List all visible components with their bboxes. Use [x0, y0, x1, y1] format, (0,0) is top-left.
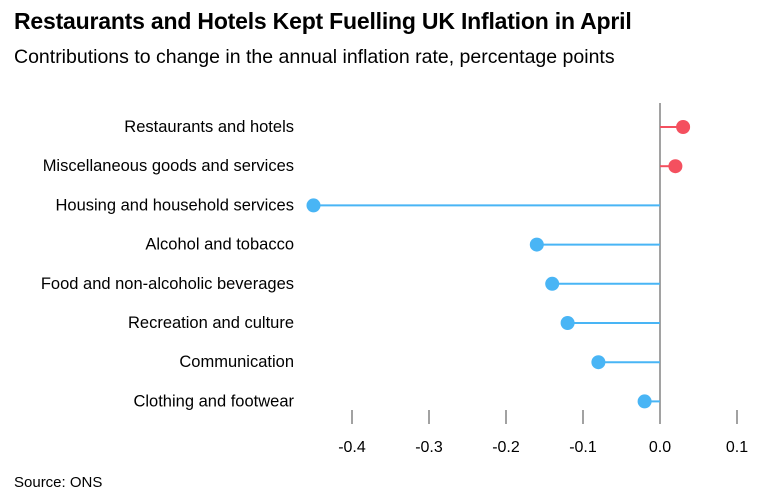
lollipop-dot	[560, 316, 575, 330]
chart-title: Restaurants and Hotels Kept Fuelling UK …	[14, 8, 632, 34]
lollipop-dot	[637, 394, 652, 409]
x-tick-label: 0.0	[649, 439, 671, 456]
category-label: Alcohol and tobacco	[145, 236, 294, 254]
x-tick-label: -0.4	[338, 439, 366, 456]
chart-subtitle: Contributions to change in the annual in…	[14, 46, 615, 68]
lollipop-dot	[306, 198, 321, 213]
x-tick-label: -0.2	[492, 439, 520, 456]
category-label: Miscellaneous goods and services	[43, 157, 294, 175]
lollipop-dot	[668, 159, 683, 174]
category-label: Housing and household services	[56, 196, 295, 214]
lollipop-dot	[676, 120, 691, 134]
x-tick-label: -0.1	[569, 439, 597, 456]
lollipop-dot	[545, 276, 560, 291]
lollipop-dot	[529, 237, 544, 252]
category-label: Food and non-alcoholic beverages	[41, 275, 294, 293]
category-label: Clothing and footwear	[133, 392, 294, 410]
lollipop-chart: Restaurants and hotels Miscellaneous good…	[41, 103, 748, 456]
source-note: Source: ONS	[14, 474, 103, 491]
category-label: Restaurants and hotels	[124, 118, 294, 136]
x-tick-label: -0.3	[415, 439, 443, 456]
category-label: Recreation and culture	[128, 314, 294, 332]
lollipop-dot	[591, 355, 606, 370]
x-tick-label: 0.1	[726, 439, 748, 456]
category-label: Communication	[179, 353, 294, 371]
